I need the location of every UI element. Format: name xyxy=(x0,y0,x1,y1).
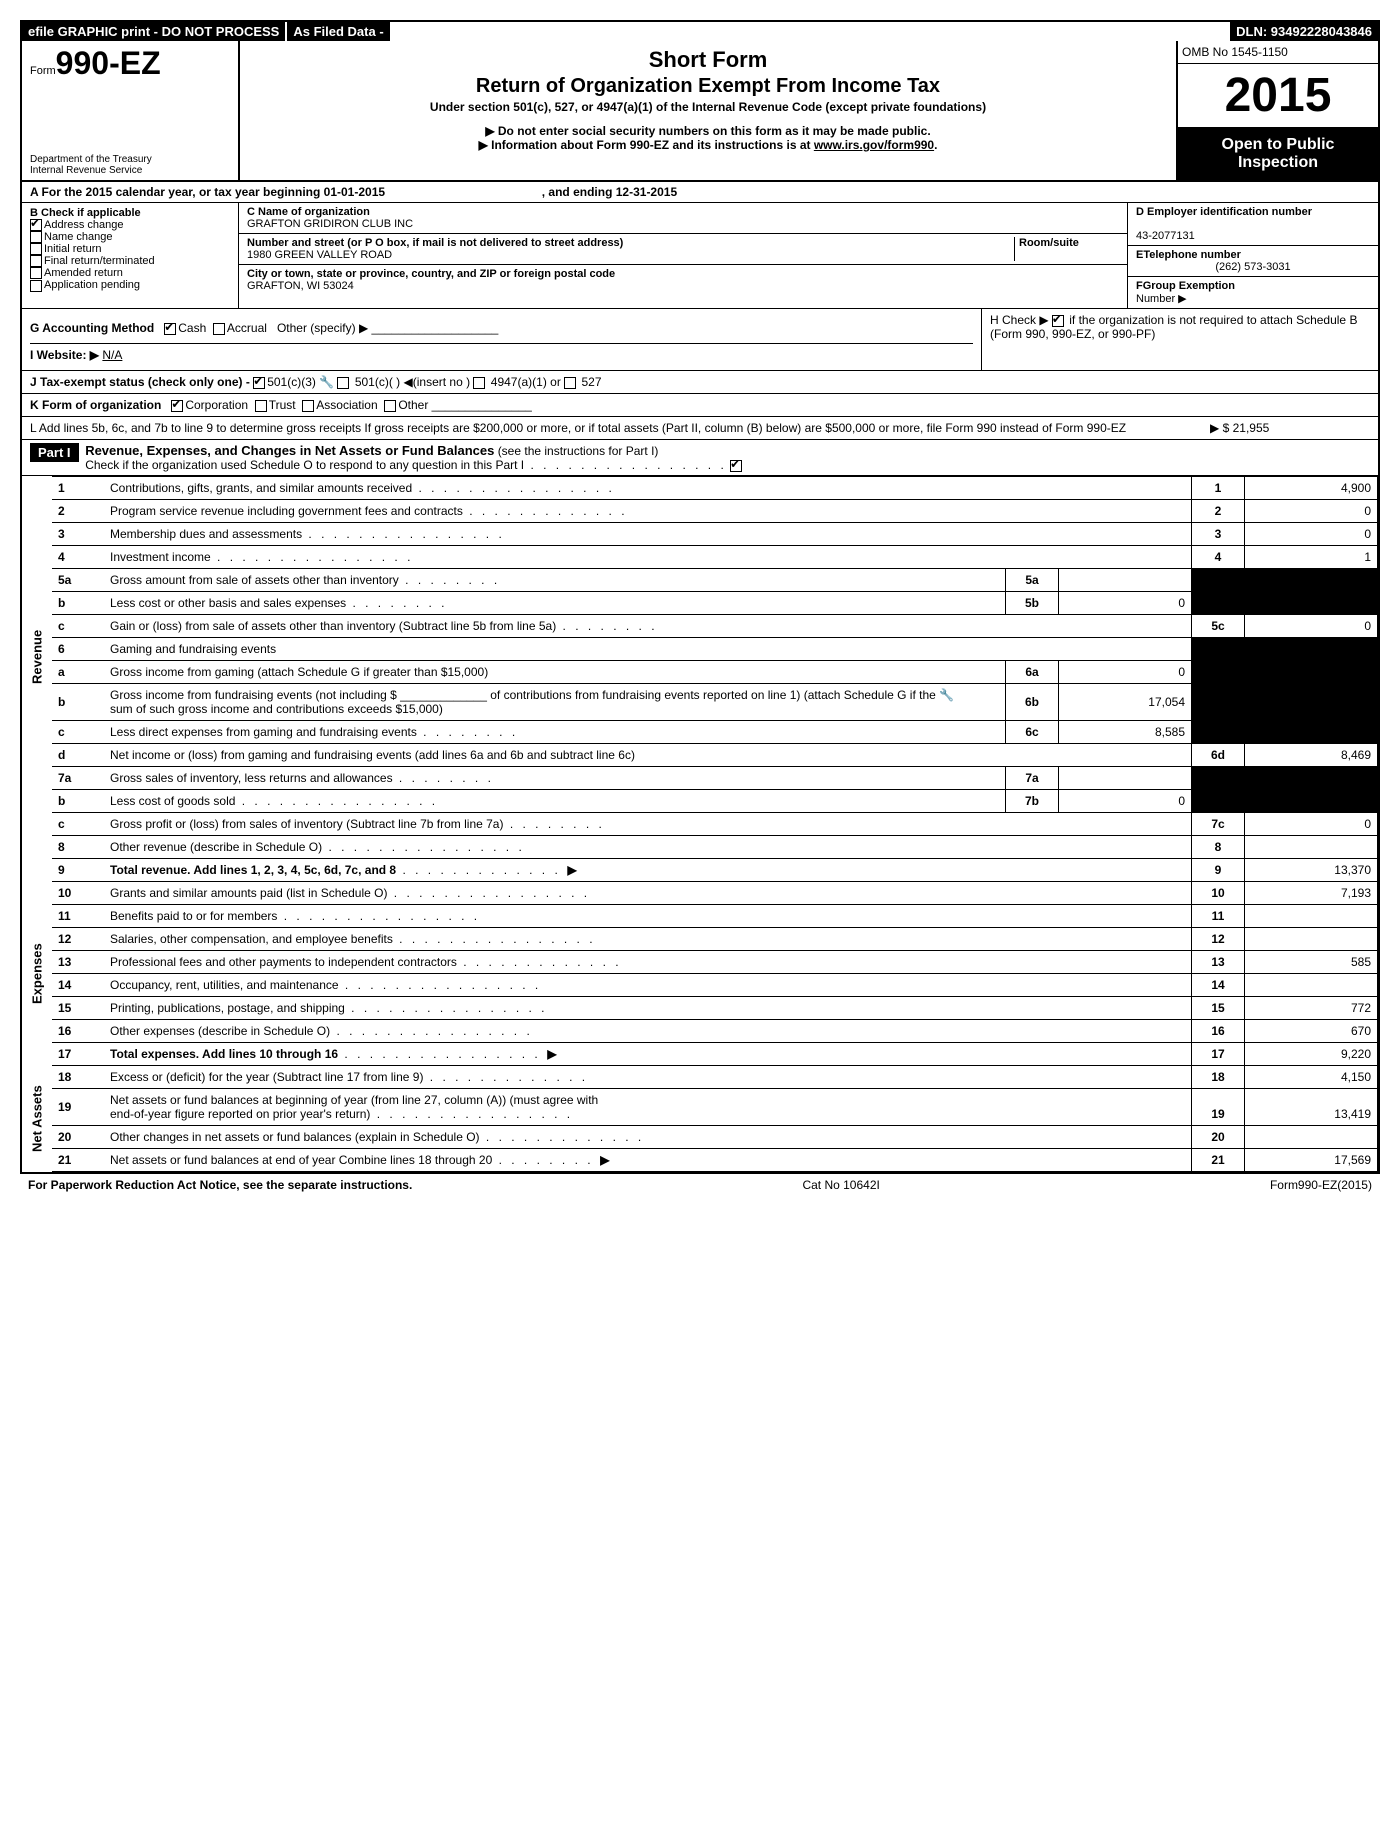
chk-501c[interactable] xyxy=(337,377,349,389)
chk-address-change[interactable] xyxy=(30,219,42,231)
chk-assoc[interactable] xyxy=(302,400,314,412)
header-center: Short Form Return of Organization Exempt… xyxy=(240,41,1176,180)
line6b-val: 17,054 xyxy=(1059,684,1192,721)
footer: For Paperwork Reduction Act Notice, see … xyxy=(20,1174,1380,1196)
line16-val: 670 xyxy=(1245,1020,1378,1043)
short-form-title: Short Form xyxy=(248,47,1168,73)
line17-val: 9,220 xyxy=(1245,1043,1378,1066)
line4-val: 1 xyxy=(1245,546,1378,569)
line7b-val: 0 xyxy=(1059,790,1192,813)
header-left: Form990-EZ Department of the Treasury In… xyxy=(22,41,240,180)
chk-4947[interactable] xyxy=(473,377,485,389)
chk-other-org[interactable] xyxy=(384,400,396,412)
line5c-val: 0 xyxy=(1245,615,1378,638)
form-990ez: efile GRAPHIC print - DO NOT PROCESS As … xyxy=(20,20,1380,1174)
line19-val: 13,419 xyxy=(1245,1089,1378,1126)
chk-trust[interactable] xyxy=(255,400,267,412)
org-name: GRAFTON GRIDIRON CLUB INC xyxy=(247,218,413,230)
form-ref: Form990-EZ(2015) xyxy=(1270,1178,1372,1192)
line15-val: 772 xyxy=(1245,997,1378,1020)
section-h: H Check ▶ if the organization is not req… xyxy=(981,309,1378,370)
side-netassets: Net Assets xyxy=(22,1066,52,1172)
row-l: L Add lines 5b, 6c, and 7b to line 9 to … xyxy=(22,417,1378,440)
org-city: GRAFTON, WI 53024 xyxy=(247,280,354,292)
chk-corp[interactable] xyxy=(171,400,183,412)
line18-val: 4,150 xyxy=(1245,1066,1378,1089)
website: N/A xyxy=(102,348,122,362)
dept-info: Department of the Treasury Internal Reve… xyxy=(30,154,230,176)
part-i-header: Part I Revenue, Expenses, and Changes in… xyxy=(22,440,1378,476)
open-public: Open to Public Inspection xyxy=(1178,128,1378,180)
chk-accrual[interactable] xyxy=(213,323,225,335)
instructions: ▶ Do not enter social security numbers o… xyxy=(248,124,1168,152)
line9-val: 13,370 xyxy=(1245,859,1378,882)
chk-initial-return[interactable] xyxy=(30,243,42,255)
chk-name-change[interactable] xyxy=(30,231,42,243)
side-expenses: Expenses xyxy=(22,882,52,1066)
chk-final-return[interactable] xyxy=(30,255,42,267)
gross-receipts: 21,955 xyxy=(1233,421,1270,435)
row-g-h: G Accounting Method Cash Accrual Other (… xyxy=(22,309,1378,371)
phone: (262) 573-3031 xyxy=(1136,261,1370,273)
section-bcdef: B Check if applicable Address change Nam… xyxy=(22,203,1378,309)
line10-val: 7,193 xyxy=(1245,882,1378,905)
paperwork-notice: For Paperwork Reduction Act Notice, see … xyxy=(28,1178,412,1192)
subtitle: Under section 501(c), 527, or 4947(a)(1)… xyxy=(248,100,1168,114)
header: Form990-EZ Department of the Treasury In… xyxy=(22,41,1378,182)
line21-val: 17,569 xyxy=(1245,1149,1378,1172)
dln: DLN: 93492228043846 xyxy=(1230,22,1378,41)
form-number: Form990-EZ xyxy=(30,45,230,82)
row-k: K Form of organization Corporation Trust… xyxy=(22,394,1378,417)
line3-val: 0 xyxy=(1245,523,1378,546)
line13-val: 585 xyxy=(1245,951,1378,974)
omb-number: OMB No 1545-1150 xyxy=(1178,41,1378,64)
as-filed: As Filed Data - xyxy=(287,22,391,41)
main-title: Return of Organization Exempt From Incom… xyxy=(248,75,1168,98)
chk-527[interactable] xyxy=(564,377,576,389)
header-right: OMB No 1545-1150 2015 Open to Public Ins… xyxy=(1176,41,1378,180)
chk-application-pending[interactable] xyxy=(30,280,42,292)
row-a-tax-year: A For the 2015 calendar year, or tax yea… xyxy=(22,182,1378,203)
section-b: B Check if applicable Address change Nam… xyxy=(22,203,239,308)
chk-501c3[interactable] xyxy=(253,377,265,389)
line6d-val: 8,469 xyxy=(1245,744,1378,767)
section-c: C Name of organization GRAFTON GRIDIRON … xyxy=(239,203,1127,308)
line1-val: 4,900 xyxy=(1245,477,1378,500)
lines-table: Revenue 1Contributions, gifts, grants, a… xyxy=(22,476,1378,1172)
chk-schedule-o[interactable] xyxy=(730,460,742,472)
top-bar: efile GRAPHIC print - DO NOT PROCESS As … xyxy=(22,22,1378,41)
efile-notice: efile GRAPHIC print - DO NOT PROCESS xyxy=(22,22,287,41)
ein: 43-2077131 xyxy=(1136,230,1195,242)
line7c-val: 0 xyxy=(1245,813,1378,836)
chk-schedule-b[interactable] xyxy=(1052,315,1064,327)
line6a-val: 0 xyxy=(1059,661,1192,684)
row-j: J Tax-exempt status (check only one) - 5… xyxy=(22,371,1378,394)
section-def: D Employer identification number 43-2077… xyxy=(1127,203,1378,308)
cat-no: Cat No 10642I xyxy=(802,1178,879,1192)
irs-link[interactable]: www.irs.gov/form990 xyxy=(814,138,934,152)
chk-cash[interactable] xyxy=(164,323,176,335)
line5b-val: 0 xyxy=(1059,592,1192,615)
org-street: 1980 GREEN VALLEY ROAD xyxy=(247,249,392,261)
tax-year: 2015 xyxy=(1178,64,1378,128)
side-revenue: Revenue xyxy=(22,477,52,836)
line6c-val: 8,585 xyxy=(1059,721,1192,744)
line2-val: 0 xyxy=(1245,500,1378,523)
chk-amended-return[interactable] xyxy=(30,267,42,279)
